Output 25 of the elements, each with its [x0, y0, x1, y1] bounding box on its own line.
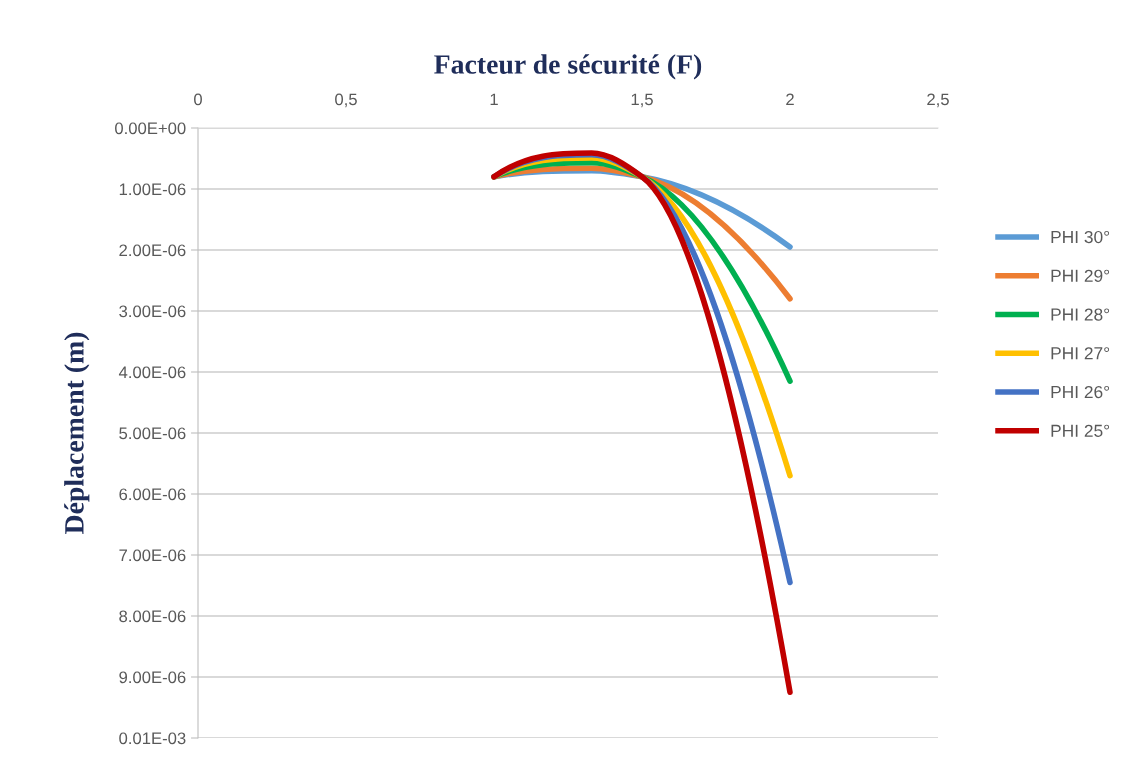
- legend-label: PHI 29°: [1051, 269, 1110, 282]
- x-tick-label: 0,5: [335, 93, 357, 108]
- legend-label: PHI 27°: [1051, 347, 1110, 360]
- y-tick-label: 4.00E-06: [118, 366, 186, 379]
- y-tick-label: 3.00E-06: [119, 305, 186, 318]
- legend-label: PHI 25°: [1051, 424, 1110, 437]
- x-tick-label: 0: [194, 93, 202, 106]
- y-tick-label: 5.00E-06: [119, 427, 186, 440]
- y-tick-label: 7.00E-06: [119, 549, 186, 562]
- y-tick-label: 0.01E-03: [119, 732, 186, 745]
- x-tick-label: 1,5: [631, 93, 653, 108]
- y-tick-label: 2.00E-06: [119, 244, 186, 257]
- legend-label: PHI 26°: [1051, 385, 1110, 399]
- y-tick-label: 9.00E-06: [119, 671, 186, 684]
- legend-label: PHI 30°: [1051, 230, 1110, 244]
- x-axis-title: Facteur de sécurité (F): [434, 54, 702, 80]
- legend-label: PHI 28°: [1051, 308, 1110, 321]
- y-tick-label: 6.00E-06: [119, 488, 186, 501]
- y-tick-label: 1.00E-06: [119, 183, 186, 196]
- x-tick-label: 1: [490, 93, 498, 106]
- y-tick-label: 0.00E+00: [115, 122, 186, 135]
- x-tick-label: 2: [786, 93, 794, 106]
- y-tick-label: 8.00E-06: [119, 610, 186, 623]
- y-axis-title: Déplacement (m): [64, 332, 90, 534]
- x-tick-label: 2,5: [927, 93, 949, 108]
